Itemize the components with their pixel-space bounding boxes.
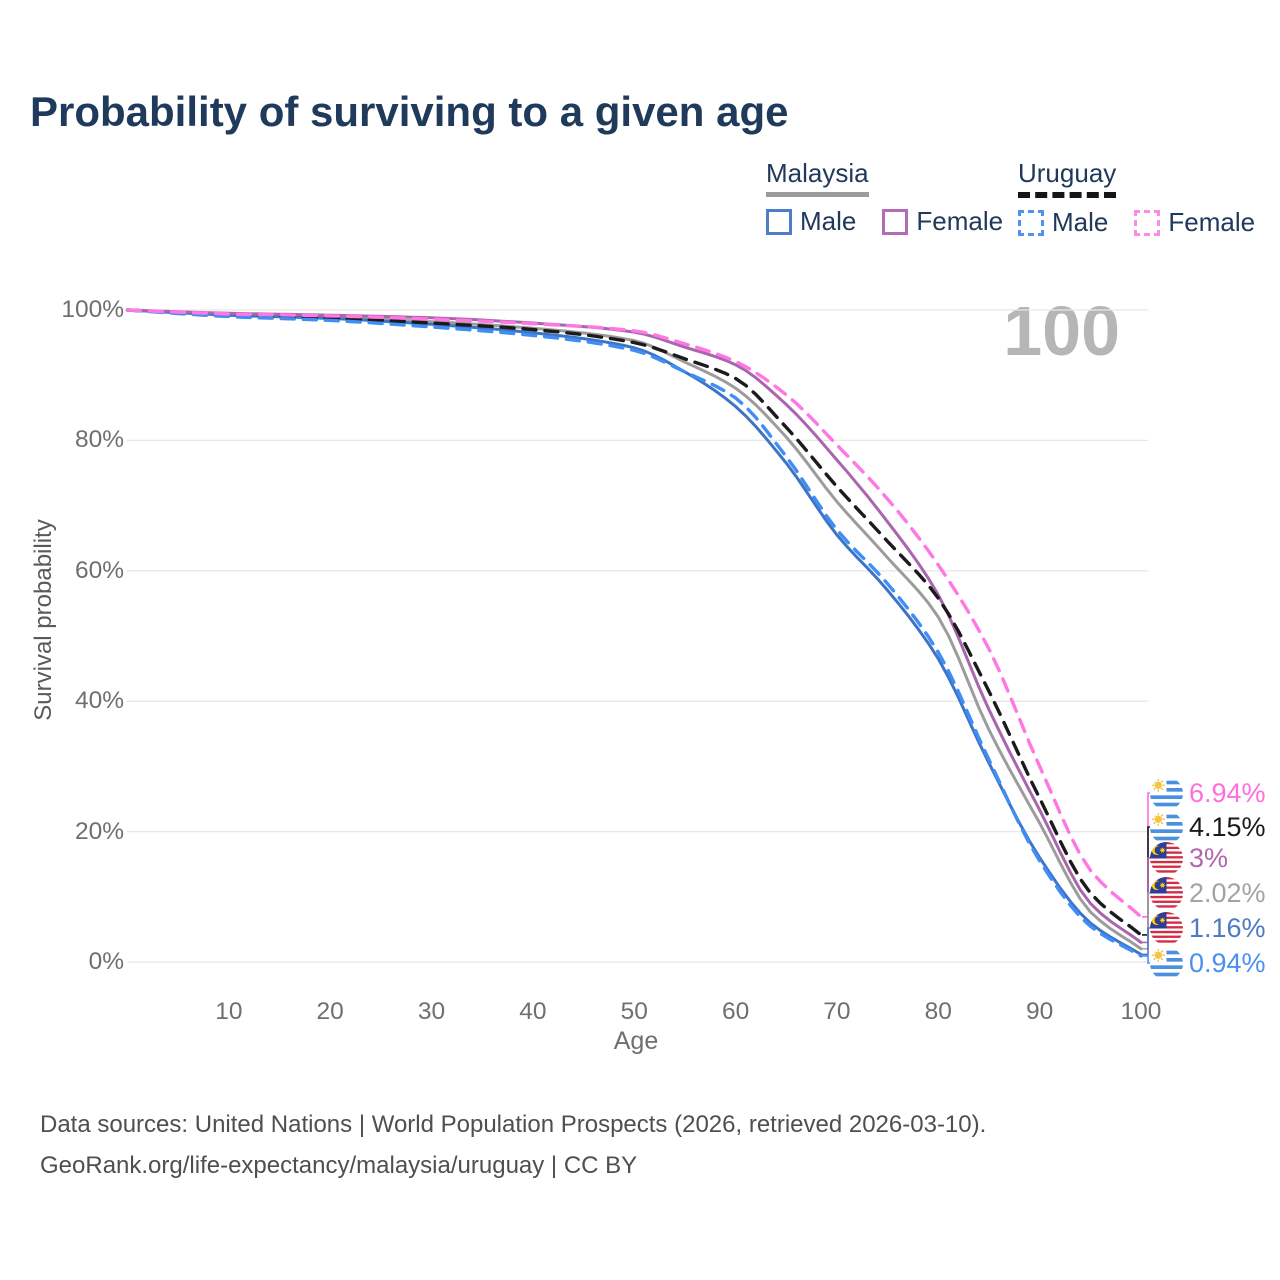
x-tick-label: 50 (620, 998, 648, 1025)
end-value-row-malaysia-male: 1.16% (1150, 911, 1266, 945)
legend-label-uruguay-female: Female (1168, 207, 1256, 237)
x-tick-label: 60 (721, 998, 750, 1025)
end-value-label: 6.94% (1189, 777, 1266, 808)
y-tick-label: 40% (74, 687, 124, 715)
end-value-label: 0.94% (1189, 947, 1266, 978)
end-value-row-uruguay-female: 6.94% (1150, 776, 1266, 810)
series-line-malaysia-both-sexes[interactable] (126, 308, 1143, 951)
end-value-label: 4.15% (1189, 811, 1266, 842)
end-value-label: 1.16% (1189, 912, 1266, 943)
legend-swatch-malaysia-male (766, 208, 792, 235)
malaysia-flag-icon (1150, 911, 1183, 945)
legend-label-malaysia-male: Male (800, 206, 857, 236)
legend-item-uruguay-female[interactable]: Female (1134, 207, 1255, 238)
x-tick-label: 30 (417, 998, 446, 1025)
series-line-malaysia-female[interactable] (126, 308, 1143, 944)
uruguay-flag-icon (1150, 810, 1183, 844)
footer-attribution: GeoRank.org/life-expectancy/malaysia/uru… (40, 1152, 638, 1179)
end-value-label: 2.02% (1189, 877, 1266, 908)
end-value-row-malaysia-both-sexes: 2.02% (1150, 876, 1266, 910)
x-tick-label: 100 (1120, 998, 1162, 1025)
x-axis-title: Age (613, 1027, 659, 1055)
legend-item-malaysia-female[interactable]: Female (882, 206, 1003, 237)
uruguay-flag-icon (1150, 776, 1183, 810)
y-tick-label: 60% (74, 556, 124, 584)
legend-group-malaysia: Malaysia Male Female (766, 158, 1003, 237)
footer: Data sources: United Nations | World Pop… (40, 1104, 986, 1186)
legend-item-uruguay-male[interactable]: Male (1018, 207, 1108, 238)
series-line-uruguay-male[interactable] (125, 308, 1143, 958)
legend-swatch-uruguay-male (1018, 209, 1044, 236)
malaysia-flag-icon (1150, 841, 1183, 875)
y-tick-label: 80% (74, 426, 124, 454)
footer-data-sources: Data sources: United Nations | World Pop… (40, 1111, 987, 1138)
legend-item-malaysia-male[interactable]: Male (766, 206, 856, 237)
x-tick-label: 10 (215, 998, 243, 1025)
end-value-row-uruguay-both-sexes: 4.15% (1150, 810, 1266, 844)
series-line-uruguay-female[interactable] (125, 308, 1143, 919)
legend-swatch-malaysia-female (882, 208, 909, 235)
legend-swatch-uruguay-female (1134, 209, 1161, 236)
end-value-label: 3% (1189, 842, 1229, 873)
x-tick-label: 40 (519, 998, 547, 1025)
legend-label-malaysia-female: Female (916, 206, 1004, 236)
end-value-row-malaysia-female: 3% (1150, 841, 1229, 875)
legend-country-malaysia[interactable]: Malaysia (766, 158, 869, 197)
y-tick-label: 100% (61, 296, 124, 323)
age-counter-watermark: 100 (1003, 292, 1120, 370)
series-line-malaysia-male[interactable] (126, 308, 1143, 956)
y-tick-label: 0% (88, 948, 124, 975)
x-tick-label: 20 (316, 998, 344, 1025)
legend-label-uruguay-male: Male (1052, 207, 1109, 237)
page-title: Probability of surviving to a given age (30, 88, 789, 135)
legend-country-uruguay[interactable]: Uruguay (1018, 158, 1117, 198)
uruguay-flag-icon (1150, 946, 1183, 980)
y-tick-label: 20% (74, 817, 124, 845)
series-line-uruguay-both-sexes[interactable] (125, 308, 1143, 937)
x-tick-label: 80 (924, 998, 952, 1025)
malaysia-flag-icon (1150, 876, 1183, 910)
y-axis-title: Survival probability (30, 519, 57, 721)
x-tick-label: 70 (823, 998, 851, 1025)
end-value-row-uruguay-male: 0.94% (1150, 946, 1266, 980)
legend-group-uruguay: Uruguay Male Female (1018, 158, 1255, 238)
x-tick-label: 90 (1026, 998, 1054, 1025)
